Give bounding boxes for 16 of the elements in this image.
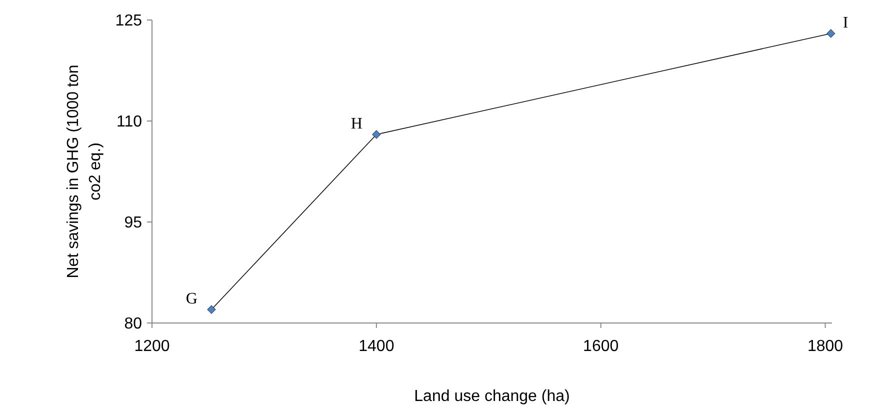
annotation: G	[186, 290, 198, 308]
point	[207, 305, 216, 314]
y-tick-label: 80	[124, 316, 142, 333]
x-tick-label: 1800	[807, 338, 844, 355]
point	[826, 29, 836, 38]
x-tick-label: 1400	[358, 338, 394, 355]
y-tick-label: 110	[116, 114, 142, 131]
y-tick-label: 95	[124, 214, 142, 232]
x-axis-title: Land use change (ha)	[414, 388, 570, 405]
x-tick-label: 1200	[134, 338, 170, 355]
point	[372, 130, 381, 139]
y-tick-label: 125	[115, 12, 142, 30]
annotation: H	[350, 115, 363, 132]
x-tick-label: 1600	[583, 338, 619, 355]
annotation: I	[842, 14, 848, 32]
y-axis-title: Net savings in GHG (1000 ton co2 eq.)	[65, 64, 104, 278]
